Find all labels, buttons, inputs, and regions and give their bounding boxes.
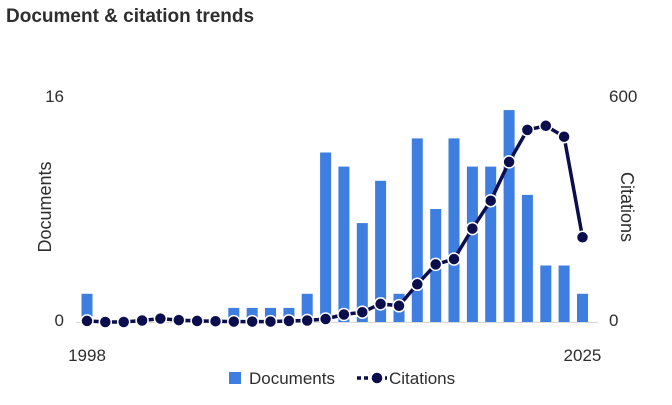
citations-point-2012[interactable] xyxy=(337,307,351,322)
documents-bar-2013[interactable] xyxy=(356,223,368,322)
documents-bars xyxy=(81,110,588,323)
citations-line xyxy=(80,119,590,329)
citations-point-2003[interactable] xyxy=(172,313,186,327)
citations-point-2005[interactable] xyxy=(208,314,223,328)
citations-point-2015[interactable] xyxy=(392,299,406,313)
citations-point-2017[interactable] xyxy=(428,257,443,272)
x-axis-tick-last: 2025 xyxy=(564,346,602,365)
documents-bar-2021[interactable] xyxy=(503,110,515,322)
documents-bar-2023[interactable] xyxy=(540,265,552,323)
documents-bar-2016[interactable] xyxy=(411,138,423,322)
documents-bar-2018[interactable] xyxy=(448,138,460,322)
citations-point-2001[interactable] xyxy=(135,313,149,328)
citations-polyline xyxy=(86,124,585,324)
citations-point-2019[interactable] xyxy=(465,221,480,236)
legend-documents-swatch[interactable] xyxy=(229,372,241,384)
left-axis-label: Documents xyxy=(35,161,55,252)
x-axis-tick-first: 1998 xyxy=(68,346,106,365)
right-axis-tick-min: 0 xyxy=(609,311,618,330)
left-axis-tick-max: 16 xyxy=(45,87,64,106)
left-axis-tick-min: 0 xyxy=(55,311,64,330)
citations-point-2025[interactable] xyxy=(575,230,590,245)
citations-point-2020[interactable] xyxy=(483,193,498,208)
citations-point-2024[interactable] xyxy=(557,129,571,144)
citations-point-2000[interactable] xyxy=(116,315,131,329)
legend: Documents Citations xyxy=(229,369,455,388)
documents-bar-2014[interactable] xyxy=(375,180,387,323)
citations-point-2018[interactable] xyxy=(447,252,461,266)
right-axis-tick-max: 600 xyxy=(609,87,637,106)
documents-bar-2012[interactable] xyxy=(338,166,350,322)
documents-bar-2010[interactable] xyxy=(301,293,313,323)
chart-title: Document & citation trends xyxy=(6,6,255,27)
legend-documents-label[interactable]: Documents xyxy=(249,369,335,388)
documents-bar-2025[interactable] xyxy=(577,293,588,323)
citations-point-2013[interactable] xyxy=(355,305,370,319)
documents-bar-2024[interactable] xyxy=(558,265,570,323)
citations-point-2011[interactable] xyxy=(318,312,333,326)
legend-citations-label[interactable]: Citations xyxy=(389,369,455,388)
documents-bar-2022[interactable] xyxy=(521,194,533,322)
citations-point-1999[interactable] xyxy=(98,315,113,329)
citations-point-2009[interactable] xyxy=(282,314,296,328)
citations-point-2008[interactable] xyxy=(263,314,278,329)
citations-point-2007[interactable] xyxy=(245,314,259,329)
legend-citations-marker[interactable] xyxy=(370,371,384,385)
citations-point-2014[interactable] xyxy=(373,297,388,311)
citations-point-2006[interactable] xyxy=(227,314,241,329)
citations-point-2004[interactable] xyxy=(190,314,204,328)
citations-point-2023[interactable] xyxy=(539,119,553,133)
citations-point-2010[interactable] xyxy=(300,313,314,328)
documents-bar-2020[interactable] xyxy=(485,166,497,322)
documents-bar-2019[interactable] xyxy=(466,166,478,322)
right-axis-label: Citations xyxy=(617,172,637,242)
citations-point-2002[interactable] xyxy=(153,311,168,326)
documents-bar-1998[interactable] xyxy=(81,293,93,323)
citations-point-1998[interactable] xyxy=(80,314,94,328)
citations-point-2022[interactable] xyxy=(520,123,535,137)
citations-point-2021[interactable] xyxy=(502,155,516,169)
citations-point-2016[interactable] xyxy=(410,277,425,292)
documents-bar-2011[interactable] xyxy=(320,152,332,323)
